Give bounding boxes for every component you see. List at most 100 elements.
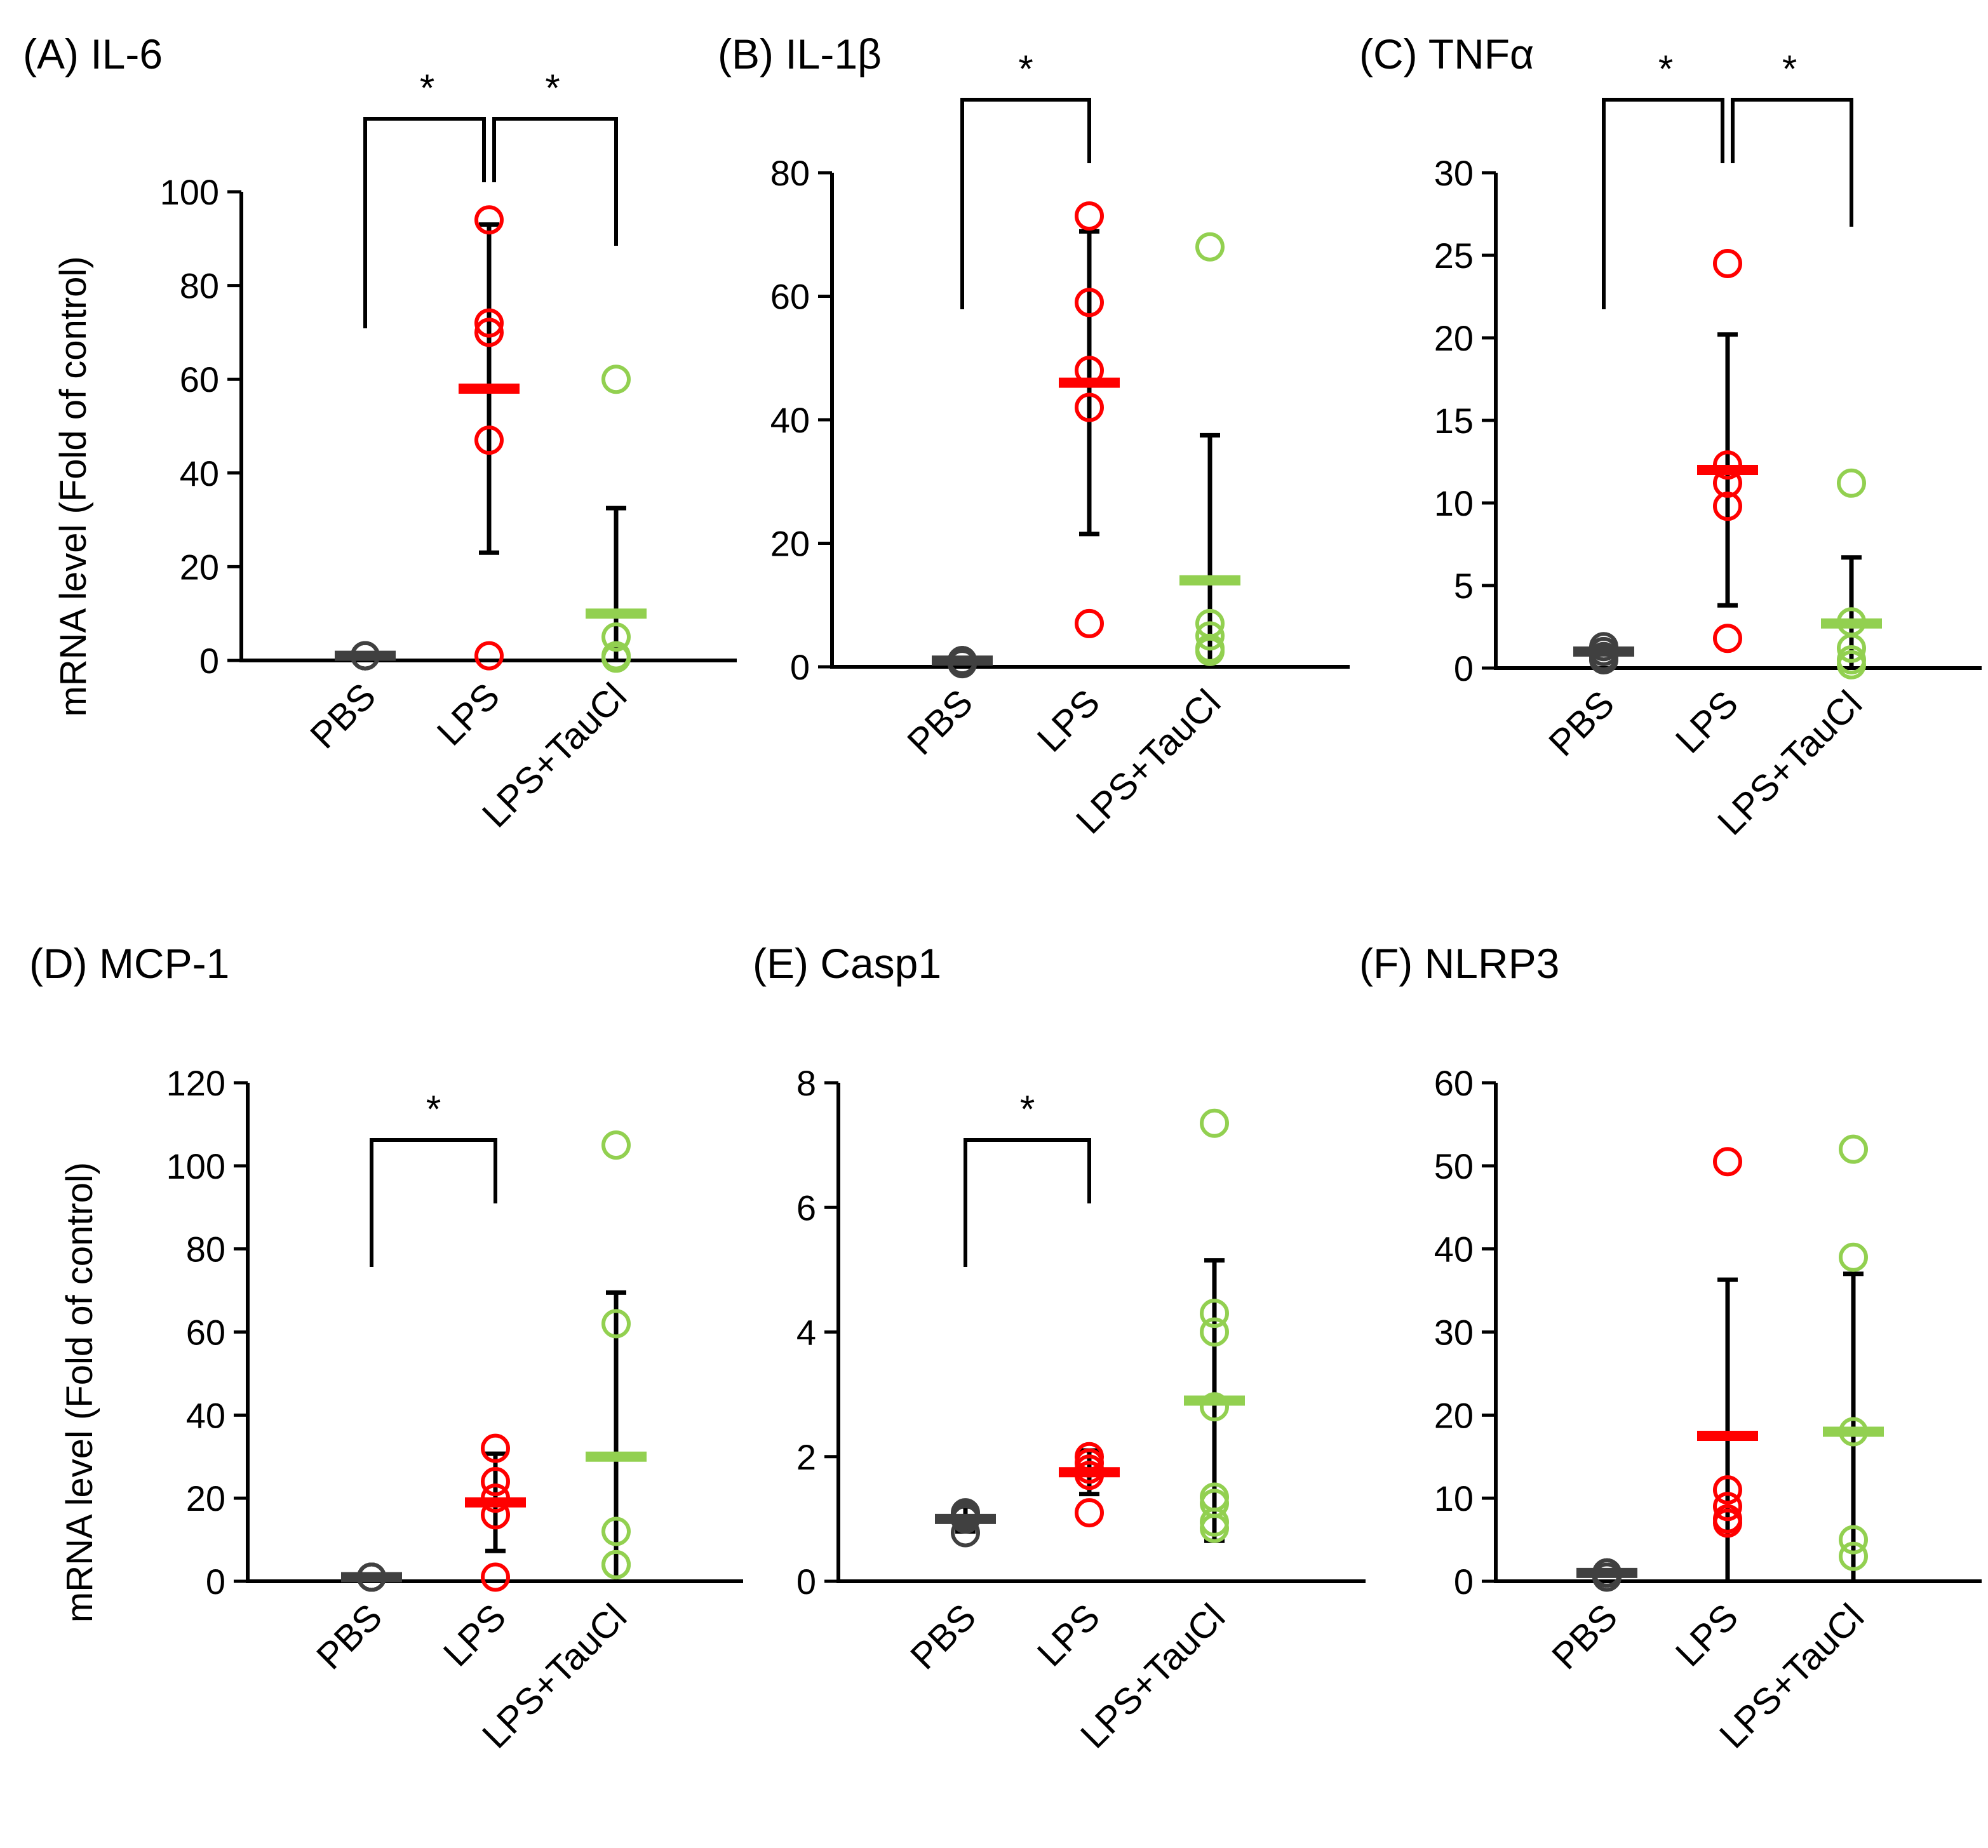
data-point [474, 308, 504, 338]
series-lps-taucl [586, 365, 647, 673]
data-point [1075, 201, 1104, 231]
y-axis-label: mRNA level (Fold of control) [59, 1162, 100, 1623]
data-point [1839, 1541, 1868, 1571]
bracket-line [1602, 98, 1724, 309]
panel-title: (D) MCP-1 [29, 940, 229, 987]
data-point [1713, 1475, 1742, 1505]
series-lps-taucl [1184, 1108, 1245, 1543]
panel-a-il-6: (A) IL-6 mRNA level (Fold of control) 0 20 4… [23, 30, 737, 836]
y-tick-label: 60 [186, 1313, 225, 1353]
series-lps [1697, 249, 1758, 653]
bracket-line [492, 117, 618, 246]
significance-star: * [426, 1088, 441, 1130]
data-point [1837, 650, 1866, 680]
y-tick-label: 50 [1434, 1146, 1474, 1186]
data-point [1195, 232, 1225, 262]
y-tick-label: 15 [1434, 401, 1474, 441]
data-point [1713, 249, 1742, 278]
data-point [1200, 1108, 1229, 1138]
data-point [1713, 1492, 1742, 1522]
data-point [1200, 1299, 1229, 1329]
panel-title: (A) IL-6 [23, 30, 163, 77]
data-point [601, 622, 631, 652]
data-point [1837, 468, 1866, 498]
data-point [1839, 1134, 1868, 1164]
data-point [1075, 392, 1104, 422]
y-tick-label: 2 [796, 1437, 816, 1477]
y-tick-label: 4 [796, 1313, 816, 1353]
series-lps [1059, 201, 1120, 638]
data-point [474, 318, 504, 347]
y-tick-label: 30 [1434, 153, 1474, 193]
y-tick-label: 30 [1434, 1313, 1474, 1353]
data-point [1200, 1392, 1229, 1422]
data-point [481, 1562, 510, 1592]
significance-bracket: * [363, 67, 486, 328]
y-tick-label: 80 [770, 153, 810, 193]
y-tick-label: 10 [1434, 483, 1474, 523]
series-pbs [341, 1562, 402, 1592]
y-tick-label: 40 [186, 1395, 225, 1435]
y-tick-label: 80 [186, 1229, 225, 1269]
x-category-label: LPS [429, 675, 507, 753]
series-pbs [335, 641, 396, 671]
data-point [1713, 492, 1742, 521]
y-tick-label: 60 [770, 277, 810, 317]
x-category-label: PBS [899, 681, 981, 763]
data-point [1713, 1147, 1742, 1177]
significance-star: * [1782, 48, 1797, 90]
series-lps [1059, 1442, 1120, 1528]
panel-title: (F) NLRP3 [1359, 940, 1559, 987]
series-pbs [935, 1498, 996, 1548]
data-point [474, 425, 504, 455]
y-tick-label: 5 [1454, 566, 1474, 606]
significance-bracket: * [964, 1088, 1091, 1267]
significance-star: * [1020, 1088, 1035, 1130]
data-point [1837, 633, 1866, 663]
data-point [601, 1309, 631, 1339]
y-tick-label: 0 [796, 1562, 816, 1602]
y-axis-label: mRNA level (Fold of control) [53, 256, 94, 716]
series-lps [465, 1433, 526, 1592]
data-point [601, 1550, 631, 1579]
y-tick-label: 40 [180, 453, 219, 493]
y-tick-label: 40 [770, 400, 810, 440]
data-point [1075, 1498, 1104, 1528]
y-tick-label: 0 [206, 1562, 225, 1602]
x-category-label: LPS [1668, 1596, 1746, 1674]
series-lps-taucl [1179, 232, 1240, 667]
x-category-label: PBS [302, 675, 384, 756]
data-point [601, 1130, 631, 1160]
y-tick-label: 20 [186, 1478, 225, 1518]
panel-title: (B) IL-1β [718, 30, 882, 77]
series-pbs [1576, 1558, 1637, 1592]
data-point [1075, 288, 1104, 318]
x-category-label: LPS [1668, 683, 1746, 761]
panel-d-mcp-1: (D) MCP-1 mRNA level (Fold of control) 0 20… [29, 940, 743, 1757]
data-point [1200, 1513, 1229, 1543]
y-tick-label: 6 [796, 1188, 816, 1228]
series-pbs [1573, 632, 1634, 674]
panel-title: (C) TNFα [1359, 30, 1534, 77]
series-pbs [932, 646, 993, 679]
data-point [601, 643, 631, 673]
y-tick-label: 20 [180, 547, 219, 587]
bracket-line [964, 1138, 1091, 1267]
data-point [1839, 1525, 1868, 1555]
data-point [1195, 636, 1225, 666]
y-tick-label: 0 [1454, 648, 1474, 688]
data-point [1075, 608, 1104, 638]
x-category-label: PBS [1544, 1596, 1625, 1677]
significance-bracket: * [960, 48, 1091, 309]
x-category-label: LPS [436, 1596, 514, 1674]
data-point [1200, 1317, 1229, 1347]
bracket-line [370, 1138, 497, 1267]
y-tick-label: 100 [166, 1146, 225, 1186]
y-tick-label: 40 [1434, 1229, 1474, 1269]
data-point [481, 1433, 510, 1463]
data-point [474, 641, 504, 671]
x-category-label: PBS [309, 1596, 390, 1677]
